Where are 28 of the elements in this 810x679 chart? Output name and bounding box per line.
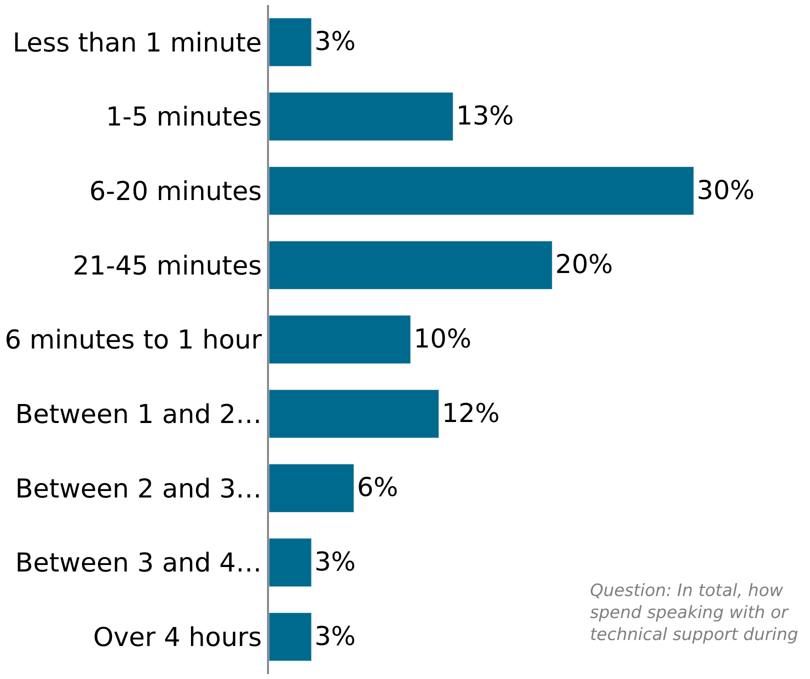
bar bbox=[269, 240, 552, 290]
y-tick-label: 6-20 minutes bbox=[89, 176, 262, 207]
bar bbox=[269, 538, 312, 587]
y-tick-label: Between 1 and 2… bbox=[15, 400, 262, 430]
y-tick-label: 6 minutes to 1 hour bbox=[4, 326, 262, 356]
data-label: 3% bbox=[314, 622, 356, 652]
bar bbox=[269, 92, 454, 141]
data-label: 30% bbox=[696, 176, 755, 206]
bar bbox=[269, 389, 440, 438]
y-tick-label: Less than 1 minute bbox=[12, 28, 262, 58]
data-label: 3% bbox=[314, 27, 356, 58]
data-label: 12% bbox=[442, 398, 500, 429]
annotation: Question: In total, how spend speaking with or technical support during bbox=[590, 581, 798, 646]
data-label: 3% bbox=[314, 548, 356, 578]
data-label: 6% bbox=[356, 473, 398, 504]
y-tick-label: Between 3 and 4… bbox=[15, 548, 262, 579]
data-label: 10% bbox=[414, 324, 472, 354]
y-tick-label: 21-45 minutes bbox=[72, 251, 262, 282]
data-label: 20% bbox=[555, 250, 613, 280]
y-tick-label: 1-5 minutes bbox=[106, 102, 262, 133]
bar bbox=[269, 464, 354, 513]
bar bbox=[269, 18, 312, 67]
bar bbox=[269, 166, 694, 216]
y-tick-label: Between 2 and 3… bbox=[15, 474, 262, 504]
y-tick-label: Over 4 hours bbox=[93, 622, 262, 653]
bar bbox=[269, 315, 411, 364]
data-label: 13% bbox=[456, 102, 514, 132]
bar bbox=[269, 612, 312, 662]
